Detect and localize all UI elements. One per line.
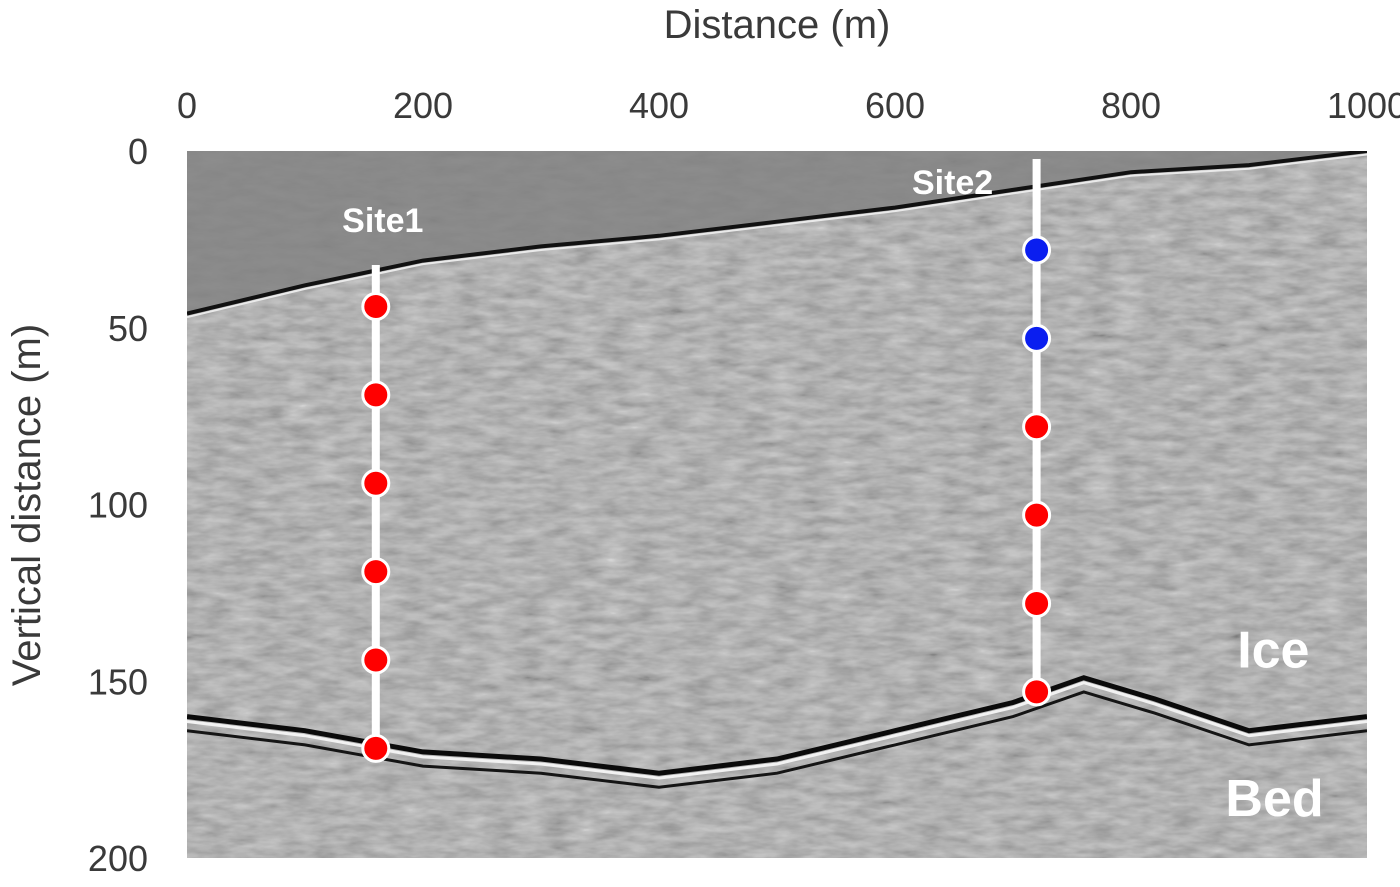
- sample-point: [1022, 235, 1052, 265]
- x-tick-label: 0: [177, 85, 197, 126]
- sample-point: [361, 733, 391, 763]
- y-tick-label: 100: [88, 485, 148, 526]
- sample-point: [1022, 323, 1052, 353]
- surface-reflector-highlight: [187, 153, 1367, 319]
- sample-point: [361, 292, 391, 322]
- sample-point: [1022, 677, 1052, 707]
- sample-point: [1022, 500, 1052, 530]
- site-label: Site1: [342, 202, 423, 240]
- bed-reflector-lower: [187, 690, 1367, 789]
- air-region: [187, 151, 1367, 314]
- x-tick-label: 400: [629, 85, 689, 126]
- y-tick-label: 0: [128, 131, 148, 172]
- x-tick-label: 200: [393, 85, 453, 126]
- surface-reflector: [187, 151, 1367, 316]
- sample-point: [361, 645, 391, 675]
- bed-reflector: [187, 675, 1367, 776]
- region-label: Bed: [1225, 770, 1323, 828]
- bed-reflector-highlight: [187, 681, 1367, 780]
- y-tick-label: 50: [108, 308, 148, 349]
- x-tick-label: 1000: [1327, 85, 1400, 126]
- region-label: Ice: [1237, 621, 1309, 679]
- site-group: Site2: [912, 159, 1052, 707]
- sample-point: [361, 557, 391, 587]
- y-axis-title: Vertical distance (m): [5, 324, 49, 686]
- site-group: Site1: [342, 202, 423, 763]
- y-tick-label: 150: [88, 661, 148, 702]
- x-tick-label: 600: [865, 85, 925, 126]
- sample-point: [361, 380, 391, 410]
- sites-layer: Site1 Site2: [342, 159, 1052, 763]
- annotations-layer: Ice Bed: [1225, 621, 1323, 827]
- x-axis-title: Distance (m): [664, 3, 891, 47]
- site-label: Site2: [912, 164, 993, 202]
- y-tick-label: 200: [88, 838, 148, 879]
- x-tick-label: 800: [1101, 85, 1161, 126]
- sample-point: [1022, 588, 1052, 618]
- axis-ticks: 0 200 400 600 800 1000 0 50 100 150 200: [88, 85, 1400, 879]
- sample-point: [1022, 412, 1052, 442]
- sample-point: [361, 468, 391, 498]
